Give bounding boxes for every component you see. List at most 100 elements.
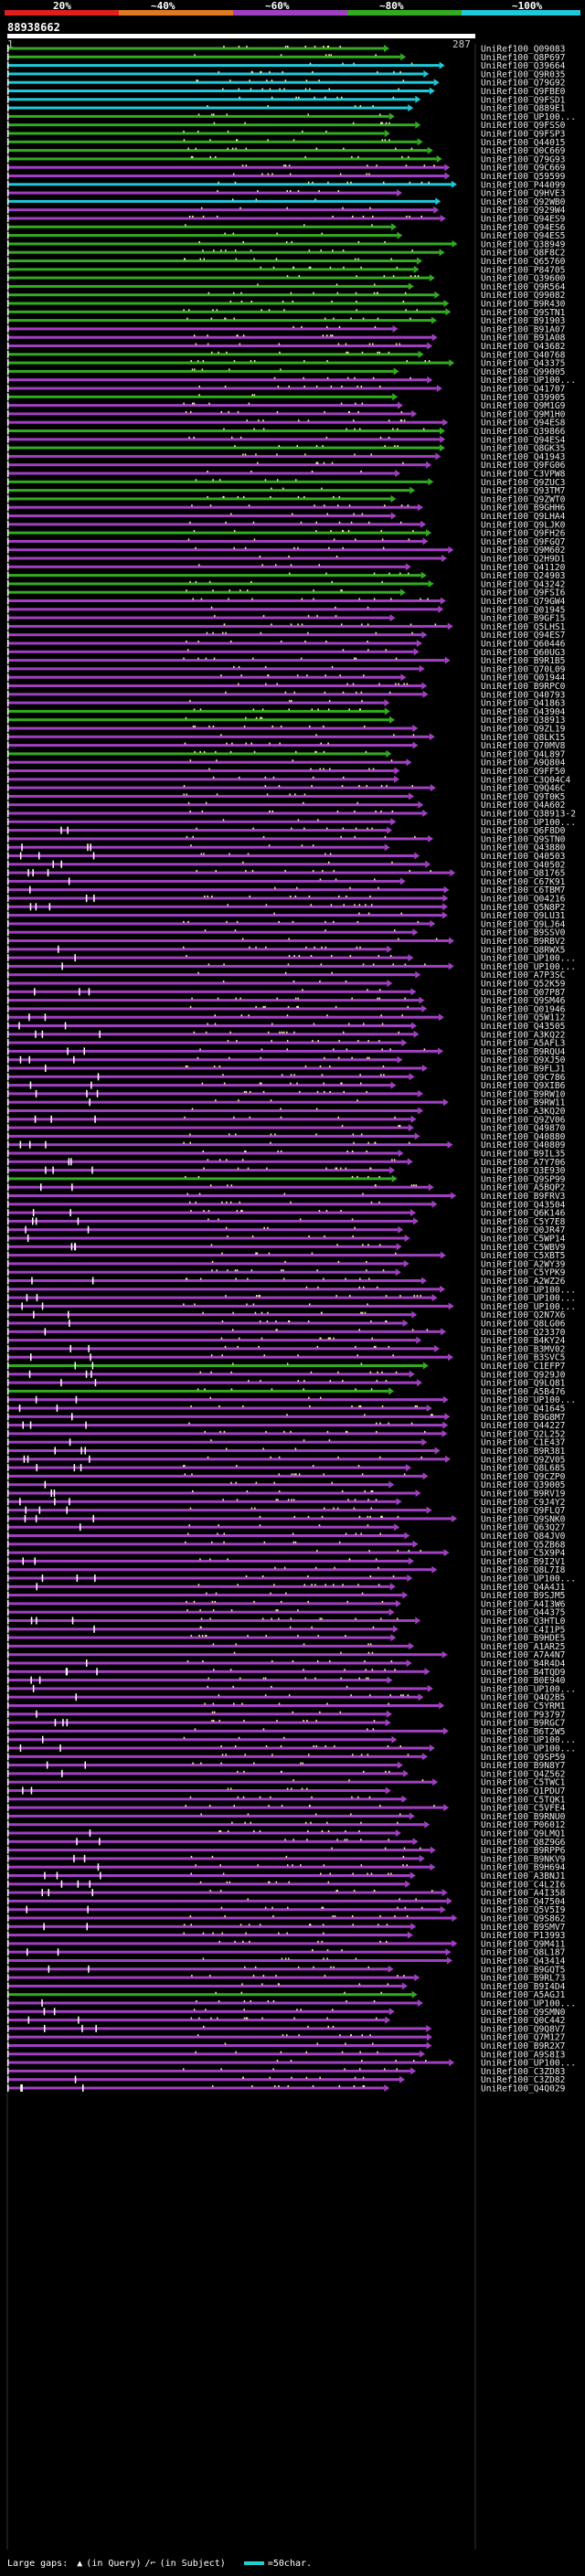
hit-row[interactable]: UniRef100_A4I358: [7, 1889, 566, 1899]
hit-label[interactable]: UniRef100_B9R381: [481, 1447, 566, 1457]
hit-row[interactable]: UniRef100_B9NKV9: [7, 1854, 566, 1864]
hit-label[interactable]: UniRef100_B9IL35: [481, 1150, 565, 1160]
hit-label[interactable]: UniRef100_B9RW11: [481, 1098, 566, 1108]
hit-row[interactable]: UniRef100_Q4L897: [7, 749, 566, 759]
hit-row[interactable]: UniRef100_B4R4D4: [7, 1659, 566, 1670]
hit-row[interactable]: UniRef100_P93797: [7, 1710, 566, 1720]
hit-label[interactable]: UniRef100_Q60UG3: [481, 648, 566, 658]
hit-row[interactable]: UniRef100_Q9XJ50: [7, 1055, 566, 1065]
hit-label[interactable]: UniRef100_B3SVC5: [481, 1353, 565, 1363]
hit-row[interactable]: UniRef100_B9R430: [7, 300, 566, 310]
hit-label[interactable]: UniRef100_P44099: [481, 180, 566, 190]
hit-row[interactable]: UniRef100_Q9CZP0: [7, 1472, 566, 1482]
hit-label[interactable]: UniRef100_Q9M411: [481, 1939, 566, 1949]
hit-label[interactable]: UniRef100_B9SMV7: [481, 1923, 566, 1933]
hit-label[interactable]: UniRef100_Q41645: [481, 1405, 565, 1415]
hit-row[interactable]: UniRef100_A5AGJ1: [7, 1990, 566, 2000]
hit-row[interactable]: UniRef100_B9SJM5: [7, 1591, 565, 1601]
hit-label[interactable]: UniRef100_UP100...: [481, 962, 576, 972]
hit-row[interactable]: UniRef100_B9RQU4: [7, 1047, 566, 1057]
hit-row[interactable]: UniRef100_C4I1P5: [7, 1625, 565, 1635]
hit-label[interactable]: UniRef100_Q5LHS1: [481, 622, 566, 632]
hit-label[interactable]: UniRef100_B9SJM5: [481, 1591, 565, 1601]
hit-label[interactable]: UniRef100_Q39664: [481, 61, 566, 71]
hit-row[interactable]: UniRef100_A5BQP2: [7, 1183, 565, 1193]
hit-label[interactable]: UniRef100_C4L2I6: [481, 1880, 566, 1890]
hit-row[interactable]: UniRef100_C3ZD82: [7, 2075, 565, 2085]
hit-row[interactable]: UniRef100_Q6K146: [7, 1209, 566, 1219]
hit-label[interactable]: UniRef100_UP100...: [481, 954, 576, 964]
hit-label[interactable]: UniRef100_Q9XIB6: [481, 1081, 566, 1091]
hit-row[interactable]: UniRef100_Q9FF50: [7, 767, 566, 777]
hit-label[interactable]: UniRef100_Q9C669: [481, 164, 566, 174]
hit-label[interactable]: UniRef100_A3KQ22: [481, 1030, 565, 1040]
hit-row[interactable]: UniRef100_A3KQ22: [7, 1030, 565, 1040]
hit-row[interactable]: UniRef100_Q9ZV06: [7, 1115, 566, 1125]
hit-label[interactable]: UniRef100_Q5V5I9: [481, 1905, 566, 1915]
hit-row[interactable]: UniRef100_Q3E930: [7, 1166, 566, 1176]
hit-row[interactable]: UniRef100_Q39005: [7, 1480, 565, 1490]
hit-row[interactable]: UniRef100_Q44015: [7, 138, 565, 148]
hit-row[interactable]: UniRef100_Q929J0: [7, 1370, 566, 1380]
hit-row[interactable]: UniRef100_Q39664: [7, 61, 566, 71]
hit-label[interactable]: UniRef100_Q9FLQ7: [481, 1506, 566, 1516]
hit-row[interactable]: UniRef100_Q47504: [7, 1897, 566, 1907]
hit-label[interactable]: UniRef100_B9SSV0: [481, 928, 566, 938]
hit-label[interactable]: UniRef100_C5Y7E8: [481, 1217, 566, 1227]
hit-row[interactable]: UniRef100_Q9FG06: [7, 461, 566, 471]
hit-label[interactable]: UniRef100_Q44227: [481, 1421, 566, 1431]
hit-label[interactable]: UniRef100_A3KQ20: [481, 1107, 566, 1117]
hit-label[interactable]: UniRef100_Q39005: [481, 1480, 565, 1490]
hit-row[interactable]: UniRef100_Q40768: [7, 350, 566, 360]
hit-row[interactable]: UniRef100_Q9FSP3: [7, 130, 566, 140]
hit-row[interactable]: UniRef100_Q40809: [7, 1140, 566, 1150]
hit-row[interactable]: UniRef100_A4I3W6: [7, 1599, 566, 1609]
hit-label[interactable]: UniRef100_C5X9P4: [481, 1549, 566, 1559]
hit-label[interactable]: UniRef100_UP100...: [481, 1302, 576, 1312]
hit-row[interactable]: UniRef100_Q9S862: [7, 1914, 565, 1924]
hit-row[interactable]: UniRef100_Q2H9D1: [7, 555, 566, 565]
hit-row[interactable]: UniRef100_A1AR25: [7, 1642, 565, 1652]
hit-row[interactable]: UniRef100_Q84JV0: [7, 1532, 566, 1542]
hit-row[interactable]: UniRef100_Q5V5I9: [7, 1905, 566, 1915]
hit-label[interactable]: UniRef100_Q8LK15: [481, 733, 565, 743]
hit-label[interactable]: UniRef100_Q43242: [481, 579, 565, 589]
hit-row[interactable]: UniRef100_B9RL73: [7, 1974, 566, 1984]
hit-row[interactable]: UniRef100_B9RPC0: [7, 682, 566, 692]
hit-row[interactable]: UniRef100_B9I2V1: [7, 1557, 566, 1567]
hit-label[interactable]: UniRef100_A7Y706: [481, 1158, 566, 1168]
hit-row[interactable]: UniRef100_B9IL35: [7, 1150, 565, 1160]
hit-label[interactable]: UniRef100_Q9LMQ1: [481, 1829, 566, 1839]
hit-row[interactable]: UniRef100_Q38913: [7, 716, 566, 726]
hit-label[interactable]: UniRef100_Q79G92: [481, 79, 565, 89]
hit-row[interactable]: UniRef100_C67K91: [7, 877, 566, 887]
hit-label[interactable]: UniRef100_Q49870: [481, 1124, 566, 1134]
hit-row[interactable]: UniRef100_Q9SP99: [7, 1174, 566, 1184]
hit-row[interactable]: UniRef100_Q39600: [7, 274, 566, 284]
hit-label[interactable]: UniRef100_C5XBT5: [481, 1251, 565, 1261]
hit-row[interactable]: UniRef100_Q23370: [7, 1328, 566, 1338]
hit-row[interactable]: UniRef100_B9R1B5: [7, 656, 565, 666]
hit-label[interactable]: UniRef100_B4R4D4: [481, 1659, 566, 1670]
hit-label[interactable]: UniRef100_Q4L897: [481, 749, 566, 759]
hit-row[interactable]: UniRef100_C5YRM1: [7, 1701, 566, 1712]
hit-row[interactable]: UniRef100_Q2L252: [7, 1429, 565, 1439]
hit-row[interactable]: UniRef100_Q889E1: [7, 104, 566, 114]
hit-row[interactable]: UniRef100_Q0C442: [7, 2016, 565, 2026]
hit-label[interactable]: UniRef100_A1AR25: [481, 1642, 565, 1652]
hit-row[interactable]: UniRef100_Q41120: [7, 563, 566, 573]
hit-label[interactable]: UniRef100_UP100...: [481, 1684, 576, 1694]
hit-label[interactable]: UniRef100_Q9T0K5: [481, 792, 565, 802]
hit-row[interactable]: UniRef100_Q9LU31: [7, 911, 566, 921]
hit-row[interactable]: UniRef100_Q81765: [7, 869, 565, 879]
hit-label[interactable]: UniRef100_Q8LG06: [481, 1320, 566, 1330]
hit-label[interactable]: UniRef100_B9RQU4: [481, 1047, 566, 1057]
hit-label[interactable]: UniRef100_Q79G93: [481, 154, 566, 164]
hit-label[interactable]: UniRef100_Q40503: [481, 852, 566, 862]
hit-row[interactable]: UniRef100_A9Q804: [7, 758, 566, 769]
hit-label[interactable]: UniRef100_B9FLJ1: [481, 1065, 566, 1075]
hit-label[interactable]: UniRef100_Q9SM46: [481, 996, 566, 1006]
hit-label[interactable]: UniRef100_Q43375: [481, 359, 565, 369]
hit-row[interactable]: UniRef100_Q43504: [7, 1200, 566, 1210]
hit-row[interactable]: UniRef100_UP100...: [7, 962, 576, 972]
